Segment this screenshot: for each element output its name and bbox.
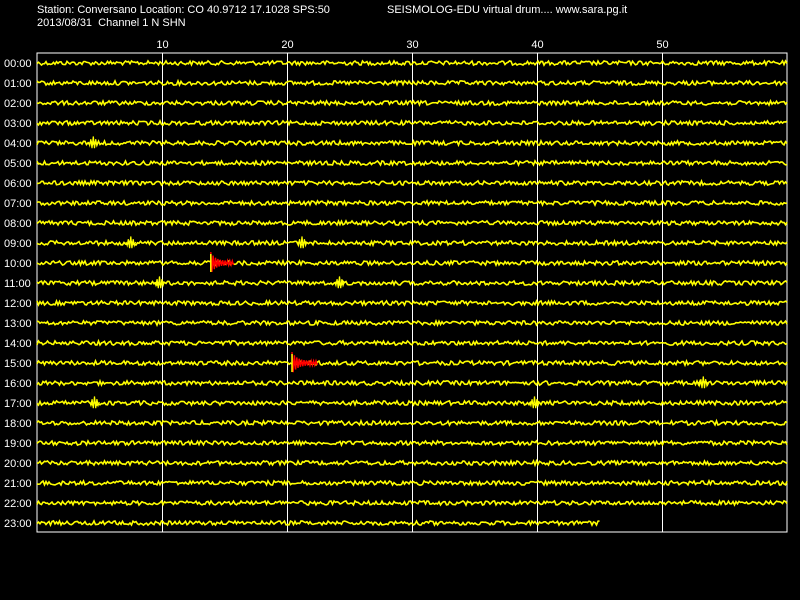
row-label: 05:00 (4, 158, 32, 170)
row-label: 02:00 (4, 98, 32, 110)
trace-00:00 (36, 59, 788, 67)
trace-07:00 (36, 199, 788, 208)
row-label: 16:00 (4, 378, 32, 390)
row-label: 07:00 (4, 198, 32, 210)
trace-09:00 (36, 238, 788, 248)
row-label: 14:00 (4, 338, 32, 350)
row-label: 04:00 (4, 138, 32, 150)
trace-17:00 (36, 399, 788, 407)
row-label: 09:00 (4, 238, 32, 250)
row-label: 20:00 (4, 458, 32, 470)
row-label: 18:00 (4, 418, 32, 430)
trace-04:00 (36, 138, 788, 148)
spike-11:00 (334, 276, 345, 289)
trace-16:00 (36, 378, 788, 388)
date-channel-info: 2013/08/31 Channel 1 N SHN (37, 17, 186, 29)
row-label: 22:00 (4, 498, 32, 510)
trace-11:00 (36, 278, 788, 288)
trace-20:00 (36, 458, 788, 468)
spike-04:00 (87, 136, 99, 149)
row-label: 23:00 (4, 518, 32, 530)
trace-19:00 (36, 439, 788, 448)
trace-13:00 (36, 318, 788, 328)
row-label: 12:00 (4, 298, 32, 310)
trace-22:00 (36, 499, 788, 507)
trace-23:00 (36, 519, 600, 528)
trace-14:00 (36, 338, 788, 347)
trace-18:00 (36, 418, 788, 427)
grid-layer (36, 52, 788, 533)
trace-02:00 (36, 98, 788, 108)
row-label: 17:00 (4, 398, 32, 410)
row-label: 00:00 (4, 58, 32, 70)
x-tick-label: 40 (531, 39, 543, 51)
row-label: 06:00 (4, 178, 32, 190)
trace-12:00 (36, 298, 788, 308)
row-label: 15:00 (4, 358, 32, 370)
row-label: 11:00 (4, 278, 31, 290)
event-10:00 (210, 251, 235, 273)
trace-layer (36, 59, 788, 528)
trace-08:00 (36, 219, 788, 228)
row-label: 10:00 (4, 258, 32, 270)
spike-17:00 (89, 396, 100, 409)
trace-10:00 (36, 258, 788, 268)
row-label: 21:00 (4, 478, 32, 490)
spike-09:00 (125, 236, 137, 249)
trace-15:00 (36, 358, 788, 368)
row-label: 19:00 (4, 438, 32, 450)
row-label: 08:00 (4, 218, 32, 230)
spike-11:00 (154, 276, 165, 289)
event-15:00 (291, 351, 318, 373)
x-tick-label: 30 (406, 39, 418, 51)
row-label: 01:00 (4, 78, 32, 90)
label-layer: 10 20 30 40 50 00:00 01:00 02:00 03:00 04:00 05:00… (4, 39, 669, 530)
x-tick-label: 50 (656, 39, 668, 51)
trace-01:00 (36, 78, 788, 88)
credit-info: SEISMOLOG-EDU virtual drum.... www.sara.… (387, 4, 628, 16)
row-label: 13:00 (4, 318, 32, 330)
trace-21:00 (36, 478, 788, 487)
x-tick-label: 20 (281, 39, 293, 51)
row-label: 03:00 (4, 118, 32, 130)
trace-06:00 (36, 178, 788, 187)
trace-03:00 (36, 119, 788, 127)
spike-09:00 (296, 236, 308, 249)
station-info: Station: Conversano Location: CO 40.9712… (37, 4, 330, 16)
trace-05:00 (36, 159, 788, 168)
spike-17:00 (529, 396, 540, 409)
spike-16:00 (697, 376, 709, 389)
x-tick-label: 10 (156, 39, 168, 51)
